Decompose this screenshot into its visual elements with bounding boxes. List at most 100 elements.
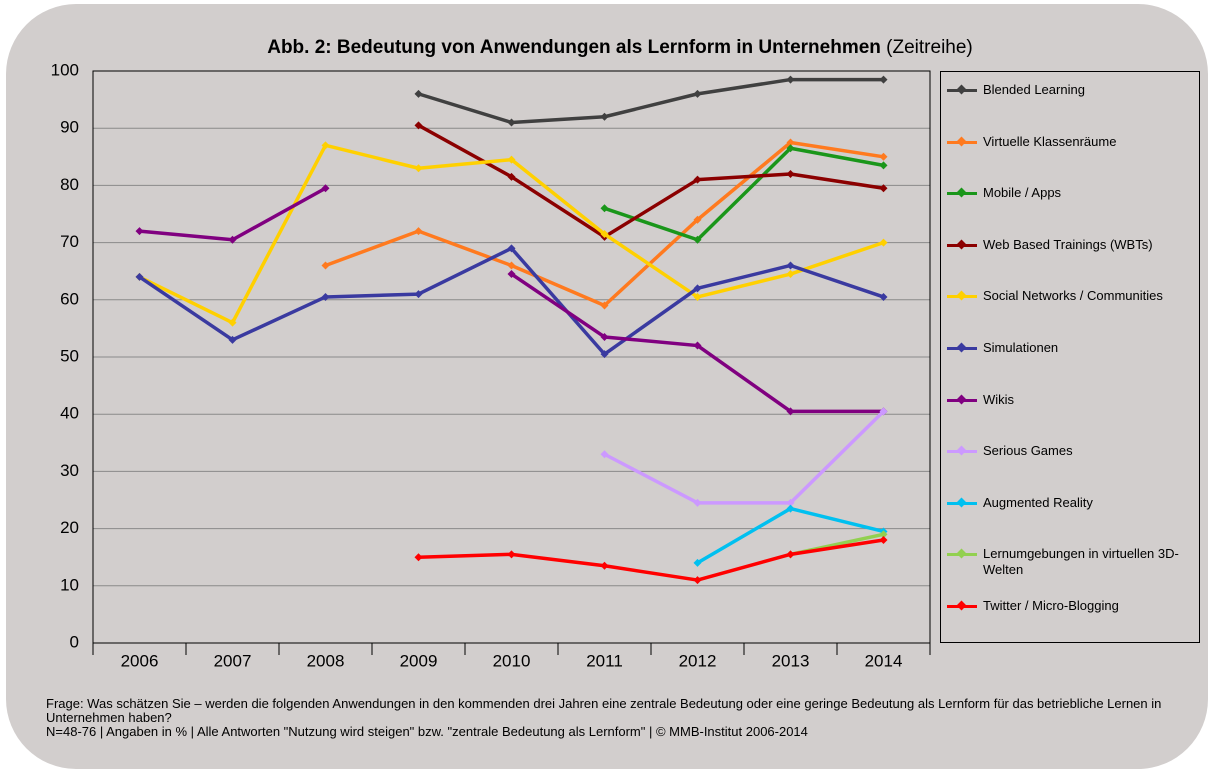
point [786, 504, 795, 513]
legend-label: Lernumgebungen in virtuellen 3D-Welten [983, 546, 1179, 578]
point [414, 553, 423, 562]
point [414, 290, 423, 299]
point [600, 561, 609, 570]
legend-item: Virtuelle Klassenräume [947, 134, 1188, 150]
point [693, 576, 702, 585]
legend-label: Augmented Reality [983, 494, 1093, 510]
point [879, 152, 888, 161]
legend-swatch [947, 495, 977, 511]
point [321, 141, 330, 150]
point [507, 244, 516, 253]
chart-title: Abb. 2: Bedeutung von Anwendungen als Le… [267, 37, 881, 58]
point [786, 144, 795, 153]
series-line [417, 123, 884, 239]
point [507, 261, 516, 270]
point [507, 270, 516, 279]
legend-item: Blended Learning [947, 82, 1188, 98]
point [414, 89, 423, 98]
y-tick-label: 40 [60, 404, 79, 423]
footer-note: N=48-76 | Angaben in % | Alle Antworten … [46, 724, 808, 739]
legend-swatch [947, 134, 977, 150]
point [879, 292, 888, 301]
x-tick-label: 2008 [307, 651, 345, 670]
series-line [138, 143, 885, 325]
legend-label: Simulationen [983, 340, 1059, 355]
point [135, 227, 144, 236]
point [693, 215, 702, 224]
point [693, 284, 702, 293]
point [693, 558, 702, 567]
legend-swatch [947, 443, 977, 459]
point [693, 175, 702, 184]
point [786, 138, 795, 147]
point [600, 332, 609, 341]
legend-label: Twitter / Micro-Blogging [983, 598, 1119, 613]
x-tick-label: 2010 [493, 651, 531, 670]
y-tick-label: 60 [60, 289, 79, 308]
point [507, 155, 516, 164]
legend-swatch [947, 288, 977, 304]
series-line [603, 410, 885, 505]
y-tick-label: 90 [60, 118, 79, 137]
point [786, 550, 795, 559]
legend-label: Mobile / Apps [983, 185, 1062, 201]
legend: Blended Learning Virtuelle Klassenräume Mo… [940, 71, 1200, 643]
y-tick-label: 0 [70, 632, 79, 651]
point [321, 184, 330, 193]
y-tick-label: 70 [60, 232, 79, 251]
point [228, 335, 237, 344]
legend-swatch [947, 340, 977, 356]
series-line [418, 538, 884, 582]
legend-swatch [947, 598, 977, 614]
point [414, 227, 423, 236]
point [600, 450, 609, 459]
legend-label: Serious Games [983, 443, 1073, 459]
y-tick-label: 20 [60, 518, 79, 537]
legend-item: Lernumgebungen in virtuellen 3D-Welten [947, 546, 1188, 578]
point [414, 164, 423, 173]
x-tick-label: 2014 [865, 651, 903, 670]
y-tick-label: 50 [60, 346, 79, 365]
point [879, 536, 888, 545]
legend-item: Serious Games [947, 443, 1188, 459]
y-tick-label: 80 [60, 175, 79, 194]
chart-title-group: Abb. 2: Bedeutung von Anwendungen als Le… [267, 37, 973, 58]
legend-swatch [947, 392, 977, 408]
point [321, 292, 330, 301]
point [786, 75, 795, 84]
legend-label: Blended Learning [983, 82, 1085, 97]
x-tick-label: 2006 [121, 651, 159, 670]
legend-item: Social Networks / Communities [947, 288, 1188, 304]
y-tick-label: 30 [60, 461, 79, 480]
point [600, 230, 609, 239]
x-tick-label: 2013 [772, 651, 810, 670]
legend-label: Web Based Trainings (WBTs) [983, 236, 1153, 252]
legend-item: Wikis [947, 392, 1188, 408]
point [693, 498, 702, 507]
x-tick-label: 2009 [400, 651, 438, 670]
point [135, 272, 144, 281]
legend-label: Virtuelle Klassenräume [983, 133, 1117, 149]
x-tick-label: 2007 [214, 651, 252, 670]
point [321, 261, 330, 270]
chart-subtitle: (Zeitreihe) [886, 37, 973, 58]
point [600, 112, 609, 121]
footer-question: Frage: Was schätzen Sie – werden die fol… [46, 696, 1162, 725]
point [693, 341, 702, 350]
y-tick-label: 100 [51, 60, 79, 79]
footer: Frage: Was schätzen Sie – werden die fol… [46, 697, 1196, 739]
point [786, 261, 795, 270]
point [507, 550, 516, 559]
legend-item: Mobile / Apps [947, 185, 1188, 201]
point [600, 301, 609, 310]
legend-swatch [947, 185, 977, 201]
point [786, 498, 795, 507]
point [507, 118, 516, 127]
legend-item: Twitter / Micro-Blogging [947, 598, 1188, 614]
point [879, 75, 888, 84]
point [879, 530, 888, 539]
y-tick-label: 10 [60, 575, 79, 594]
point [693, 89, 702, 98]
series-line [417, 77, 884, 125]
